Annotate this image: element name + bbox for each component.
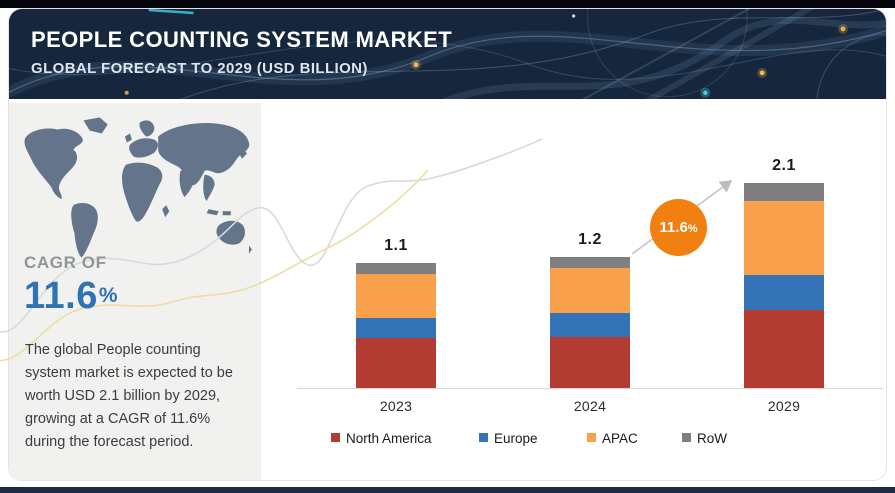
page-subtitle: GLOBAL FORECAST TO 2029 (USD BILLION) bbox=[31, 60, 368, 77]
bar-segment-2029-row bbox=[744, 183, 824, 201]
world-map-graphic bbox=[24, 117, 252, 258]
legend-swatch-icon bbox=[682, 433, 691, 442]
bar-2029 bbox=[744, 183, 824, 388]
bar-segment-2023-europe bbox=[356, 317, 436, 338]
cagr-value: 11.6% bbox=[24, 275, 118, 318]
cagr-annotation-value: 11.6 bbox=[659, 219, 688, 236]
bar-segment-2023-north-america bbox=[356, 337, 436, 388]
infographic-card: PEOPLE COUNTING SYSTEM MARKET GLOBAL FOR… bbox=[8, 8, 887, 481]
legend-swatch-icon bbox=[587, 433, 596, 442]
market-summary-text: The global People counting system market… bbox=[25, 342, 233, 450]
content-area: CAGR OF 11.6% The global People counting… bbox=[9, 103, 886, 480]
bar-total-label-2023: 1.1 bbox=[384, 237, 408, 254]
cagr-prefix-label: CAGR OF bbox=[24, 253, 107, 272]
summary-sidebar: CAGR OF 11.6% The global People counting… bbox=[9, 103, 261, 480]
bar-segment-2024-apac bbox=[550, 267, 630, 313]
top-border-strip bbox=[0, 0, 895, 8]
bar-total-label-2029: 2.1 bbox=[772, 157, 796, 174]
legend-item-north-america: North America bbox=[331, 431, 432, 446]
bar-segment-2029-north-america bbox=[744, 309, 824, 388]
x-axis-label-2023: 2023 bbox=[379, 398, 413, 414]
cagr-annotation-bubble: 11.6% bbox=[650, 199, 707, 256]
legend-swatch-icon bbox=[479, 433, 488, 442]
bar-segment-2024-north-america bbox=[550, 336, 630, 388]
bar-2023 bbox=[356, 263, 436, 388]
legend-item-row: RoW bbox=[682, 431, 727, 446]
x-axis-label-2029: 2029 bbox=[767, 398, 801, 414]
bar-2024 bbox=[550, 257, 630, 388]
cagr-number: 11.6 bbox=[24, 275, 98, 317]
cagr-percent-sign: % bbox=[98, 284, 119, 307]
legend-swatch-icon bbox=[331, 433, 340, 442]
header-divider bbox=[9, 99, 886, 103]
bottom-border-strip bbox=[0, 487, 895, 493]
bar-segment-2023-apac bbox=[356, 274, 436, 318]
legend-label: Europe bbox=[494, 431, 538, 446]
header-banner: PEOPLE COUNTING SYSTEM MARKET GLOBAL FOR… bbox=[9, 9, 886, 99]
bar-segment-2029-europe bbox=[744, 274, 824, 310]
legend-label: APAC bbox=[602, 431, 638, 446]
cagr-callout: CAGR OF 11.6% bbox=[24, 253, 118, 318]
bar-total-label-2024: 1.2 bbox=[578, 231, 602, 248]
x-axis-line bbox=[297, 388, 883, 389]
cagr-annotation-percent: % bbox=[687, 223, 698, 235]
network-background-graphic bbox=[9, 9, 886, 99]
page-title: PEOPLE COUNTING SYSTEM MARKET bbox=[31, 27, 453, 52]
bar-segment-2023-row bbox=[356, 263, 436, 275]
glow-dots bbox=[124, 14, 848, 98]
legend-item-europe: Europe bbox=[479, 431, 538, 446]
bar-segment-2024-row bbox=[550, 257, 630, 268]
stacked-bar-chart: 1.1 1.2 2.1 2023 2024 2029 North America Euro… bbox=[261, 103, 886, 480]
bar-segment-2029-apac bbox=[744, 200, 824, 275]
legend-label: North America bbox=[346, 431, 432, 446]
x-axis-label-2024: 2024 bbox=[573, 398, 607, 414]
legend-label: RoW bbox=[697, 431, 727, 446]
legend-item-apac: APAC bbox=[587, 431, 638, 446]
bar-segment-2024-europe bbox=[550, 312, 630, 337]
